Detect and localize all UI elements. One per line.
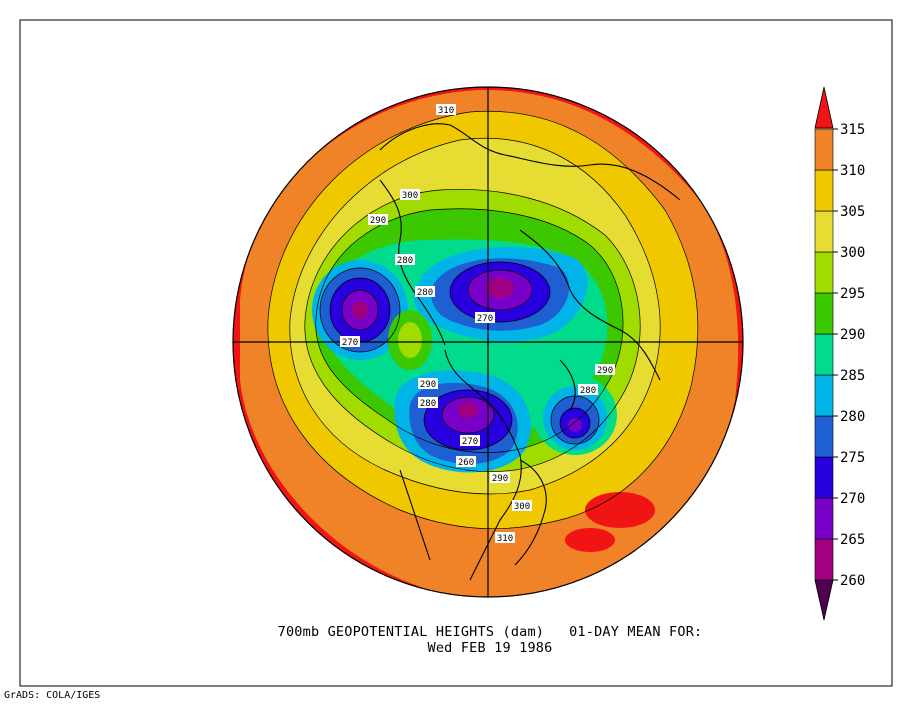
contour-label: 270 [475, 312, 495, 324]
low-canada-260 [458, 402, 478, 418]
svg-text:280: 280 [397, 256, 413, 266]
colorbar-segment [814, 251, 834, 294]
plot-frame [19, 19, 893, 687]
contour-label: 260 [456, 456, 476, 468]
figure-title: 700mb GEOPOTENTIAL HEIGHTS (dam) 01-DAY … [277, 624, 703, 640]
contour-label: 280 [578, 384, 598, 396]
colorbar-label: 270 [840, 491, 865, 507]
svg-text:300: 300 [514, 502, 530, 512]
bump-295 [398, 322, 422, 358]
colorbar-label: 265 [840, 532, 865, 548]
grads-credit: GrADS: COLA/IGES [4, 690, 101, 701]
colorbar-label: 305 [840, 204, 865, 220]
svg-text:310: 310 [438, 106, 454, 116]
colorbar-label: 315 [840, 122, 865, 138]
low-asia-260 [486, 278, 514, 298]
svg-text:270: 270 [462, 437, 478, 447]
contour-label: 310 [495, 532, 515, 544]
svg-text:270: 270 [342, 338, 358, 348]
colorbar-label: 260 [840, 573, 865, 589]
svg-text:290: 290 [370, 216, 386, 226]
colorbar-segment [814, 415, 834, 458]
colorbar-label: 295 [840, 286, 865, 302]
contour-label: 280 [415, 286, 435, 298]
low-atlantic-265 [568, 418, 582, 432]
polar-map [233, 87, 743, 597]
contour-label: 290 [368, 214, 388, 226]
colorbar-segment [814, 128, 834, 171]
contour-label: 300 [400, 189, 420, 201]
colorbar-segment [814, 169, 834, 212]
contour-label: 290 [418, 378, 438, 390]
svg-text:290: 290 [420, 380, 436, 390]
colorbar-label: 280 [840, 409, 865, 425]
colorbar: 260 265 270 275 280 285 290 295 300 305 310 315 [814, 86, 865, 621]
colorbar-segment [814, 333, 834, 376]
low-siberia-260 [352, 301, 368, 319]
contour-label: 280 [418, 397, 438, 409]
colorbar-label: 300 [840, 245, 865, 261]
svg-text:280: 280 [417, 288, 433, 298]
svg-text:280: 280 [420, 399, 436, 409]
colorbar-label: 275 [840, 450, 865, 466]
colorbar-segment [814, 374, 834, 417]
colorbar-segment [814, 497, 834, 540]
colorbar-segment [814, 456, 834, 499]
colorbar-segment [814, 538, 834, 581]
colorbar-low-arrow [814, 579, 834, 621]
svg-text:300: 300 [402, 191, 418, 201]
contour-lines [267, 110, 699, 530]
svg-text:260: 260 [458, 458, 474, 468]
contour-label: 270 [340, 336, 360, 348]
figure-date: Wed FEB 19 1986 [427, 640, 553, 656]
colorbar-segment [814, 210, 834, 253]
contour-label: 290 [490, 472, 510, 484]
contour-labels: 310 300 290 280 280 270 270 290 280 270 … [340, 104, 615, 544]
svg-text:280: 280 [580, 386, 596, 396]
warm-patch-pacific [585, 492, 655, 528]
contour-label: 300 [512, 500, 532, 512]
colorbar-high-arrow [814, 86, 834, 129]
colorbar-label: 310 [840, 163, 865, 179]
colorbar-label: 285 [840, 368, 865, 384]
coastlines [379, 123, 681, 581]
contour-label: 280 [395, 254, 415, 266]
warm-patch-east [565, 528, 615, 552]
colorbar-segment [814, 292, 834, 335]
contour-label: 290 [595, 364, 615, 376]
svg-text:290: 290 [492, 474, 508, 484]
svg-text:270: 270 [477, 314, 493, 324]
contour-label: 310 [436, 104, 456, 116]
svg-text:290: 290 [597, 366, 613, 376]
svg-text:310: 310 [497, 534, 513, 544]
colorbar-label: 290 [840, 327, 865, 343]
contour-label: 270 [460, 435, 480, 447]
